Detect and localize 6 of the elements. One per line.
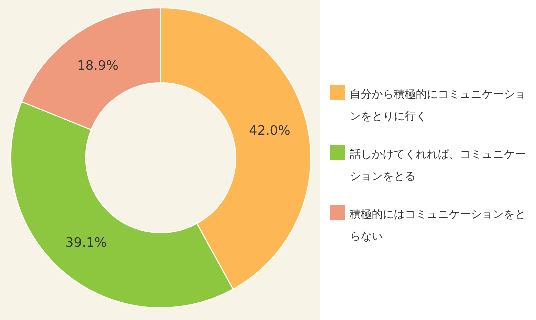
data-label: 39.1% <box>66 236 107 252</box>
legend-label: 積極的にはコミュニケーションをとらない <box>350 207 527 245</box>
data-label: 18.9% <box>77 58 119 74</box>
data-label: 42.0% <box>249 124 291 140</box>
legend-label: 自分から積極的にコミュニケーションをとりに行く <box>350 87 527 125</box>
legend-label: 話しかけてくれれば、コミュニケーションをとる <box>350 147 527 185</box>
